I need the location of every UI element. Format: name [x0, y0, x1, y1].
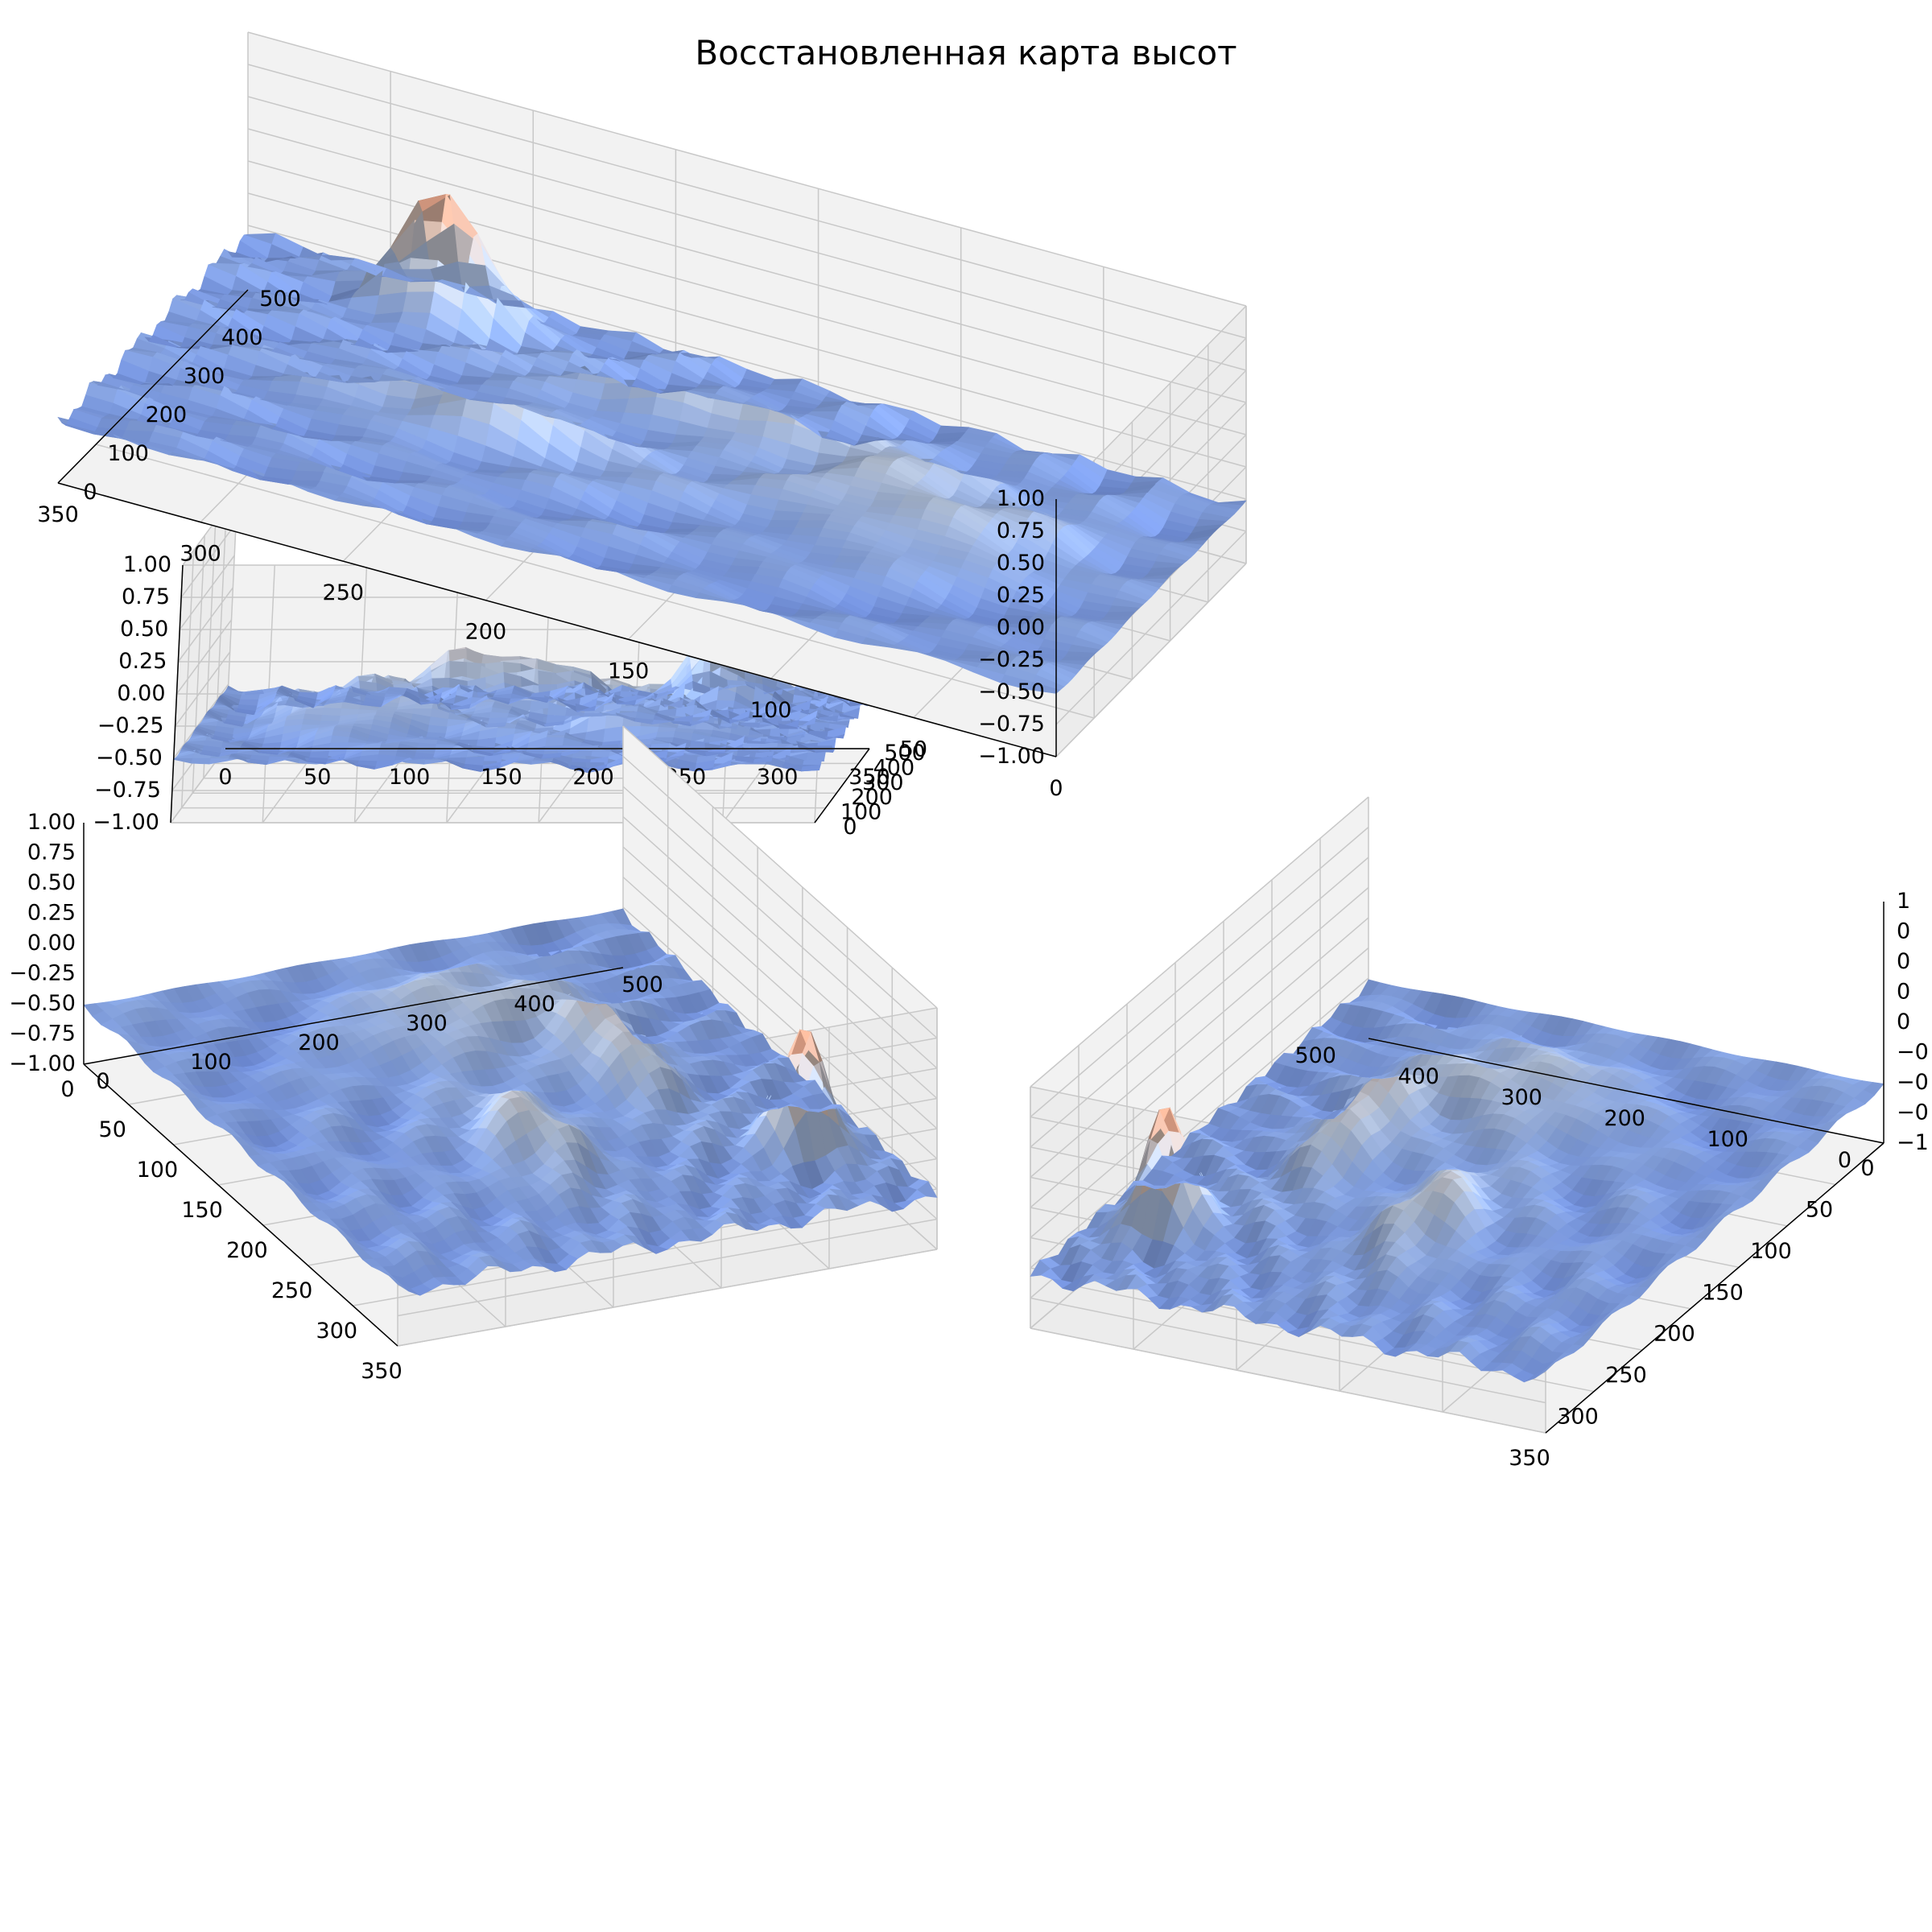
surface-facet	[457, 522, 490, 529]
surface-facet	[454, 711, 475, 716]
surface-facet	[528, 698, 548, 703]
surface-facet	[291, 470, 324, 481]
z-tick-label: −1.00	[978, 744, 1045, 769]
surface-panel-1: 0 50 100 150 200 250 300 3500100200300400500−1.…	[93, 490, 926, 840]
x-tick-label: 300	[180, 542, 221, 567]
gridline-z	[175, 619, 233, 695]
surface-facet	[655, 731, 675, 738]
gridline-z	[175, 651, 231, 727]
gridline-z	[180, 522, 237, 598]
figure-title: Восстановленная карта высот	[695, 33, 1236, 72]
surface-facet	[623, 570, 658, 574]
y-tick-label: 500	[259, 287, 301, 312]
x-tick-label: 100	[750, 698, 792, 723]
x-tick-label: 350	[37, 502, 79, 527]
y-tick-label: 400	[221, 325, 263, 350]
surface-facet	[794, 520, 827, 529]
z-tick-label: −0.75	[978, 712, 1045, 737]
surface-facet	[766, 519, 799, 529]
z-tick-label: 0.75	[997, 518, 1045, 543]
surface-facet	[320, 715, 341, 722]
surface-facet	[322, 708, 342, 716]
y-tick-label: 200	[146, 402, 188, 427]
surface-facet	[770, 510, 803, 521]
z-tick-label: −1.00	[93, 810, 159, 835]
surface-facet	[1059, 656, 1093, 662]
surface-facet	[833, 555, 867, 564]
x-tick-label: 0	[218, 765, 232, 790]
surface-facet	[374, 291, 407, 316]
z-tick-label: 1.00	[123, 552, 171, 577]
x-tick-label: 50	[900, 737, 927, 762]
y-tick-label: 0	[83, 480, 97, 505]
z-tick-label: −0.75	[94, 778, 161, 803]
surface-facet	[544, 737, 565, 747]
surface-facet	[489, 697, 510, 705]
x-tick-label: 150	[608, 658, 650, 683]
surface-facet	[663, 699, 684, 708]
x-tick-label: 50	[303, 765, 331, 790]
surface-facet	[334, 270, 368, 283]
surface-facet	[394, 480, 427, 484]
y-tick-label: 100	[107, 441, 149, 466]
x-tick-label: 250	[323, 580, 365, 605]
gridline-z	[177, 587, 233, 663]
surface-facet	[239, 694, 260, 700]
z-tick-label: −0.25	[97, 713, 164, 738]
surface-facet	[770, 378, 803, 386]
y-tick-label: 300	[184, 364, 225, 389]
gridline-z	[173, 683, 229, 759]
z-tick-label: 1.00	[997, 486, 1045, 511]
z-tick-label: −0.50	[978, 679, 1045, 704]
gridline-z	[179, 555, 235, 630]
surface-facet	[244, 691, 265, 696]
surface-facet	[791, 613, 823, 617]
surface-facet	[602, 726, 623, 743]
z-tick-label: 0.75	[122, 584, 170, 609]
x-tick-label: 300	[757, 765, 799, 790]
surface-facet	[624, 396, 657, 415]
x-tick-label: 100	[389, 765, 431, 790]
surface-facet	[489, 712, 510, 719]
z-tick-label: 0.50	[120, 617, 168, 642]
x-tick-label: 150	[481, 765, 522, 790]
x-tick-label: 200	[465, 620, 507, 645]
z-tick-label: −0.50	[96, 745, 163, 770]
x-tick-label: 0	[1049, 776, 1063, 801]
surface-facet	[457, 261, 490, 287]
surface-facet	[361, 704, 382, 708]
surface-facet	[329, 735, 350, 744]
surface-facet	[477, 689, 497, 698]
surface-facet	[309, 750, 329, 759]
surface-facet	[893, 618, 927, 623]
z-tick-label: 0.00	[117, 681, 165, 706]
z-tick-label: 0.00	[997, 615, 1045, 640]
surface-facet	[402, 291, 435, 314]
x-tick-label: 200	[572, 765, 614, 790]
z-tick-label: 0.25	[118, 649, 167, 674]
z-tick-label: 0.25	[997, 583, 1045, 608]
z-tick-label: 0.50	[997, 551, 1045, 576]
surface-facet	[596, 398, 629, 414]
surface-facet	[191, 758, 211, 765]
z-tick-label: −0.25	[978, 647, 1045, 672]
